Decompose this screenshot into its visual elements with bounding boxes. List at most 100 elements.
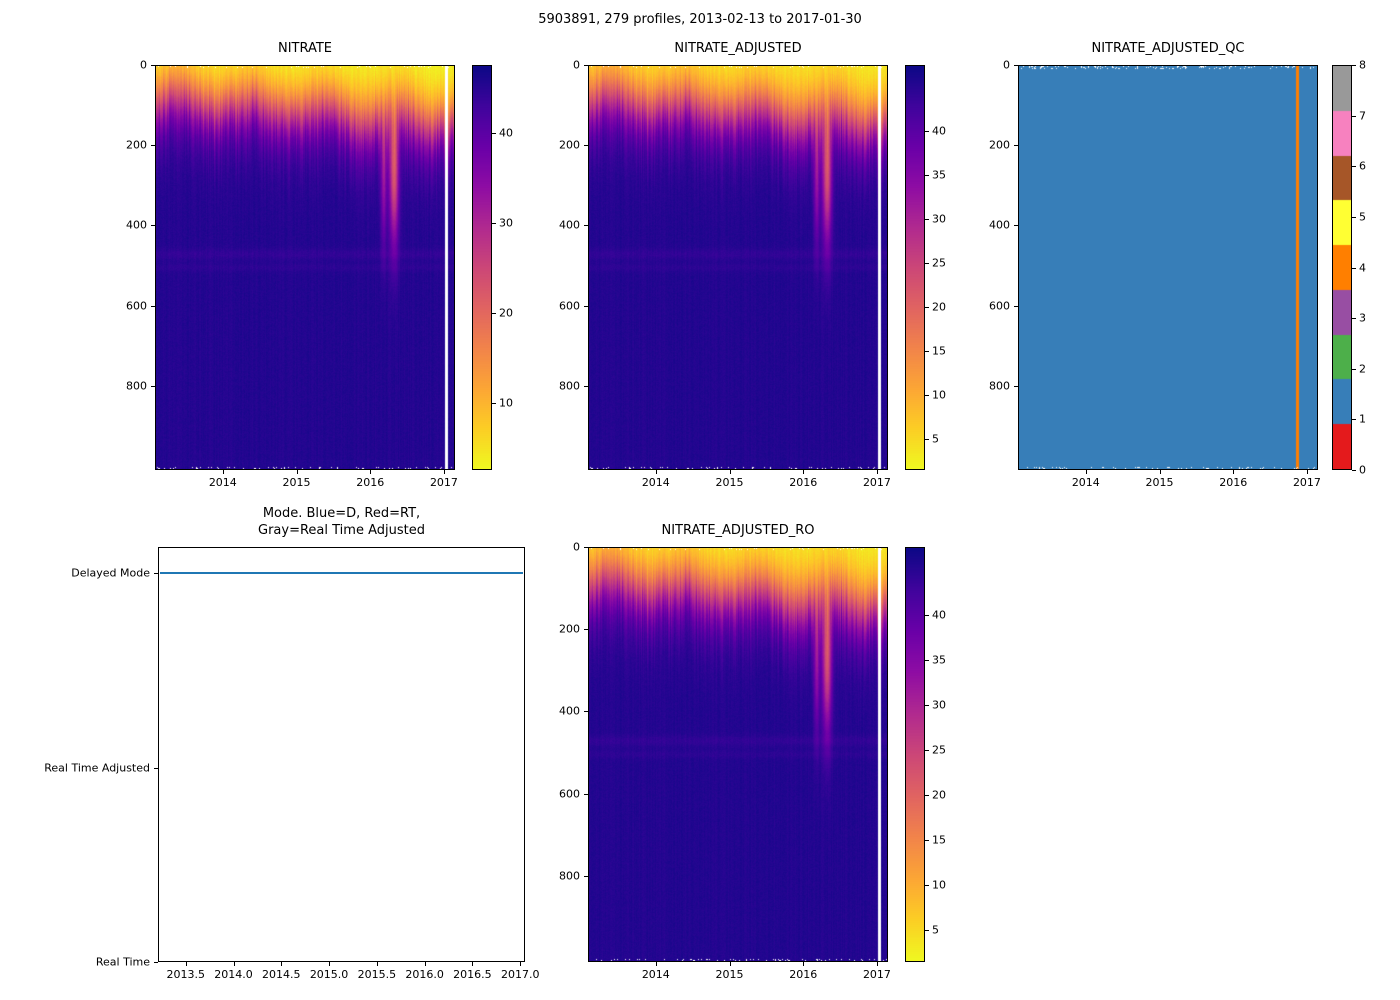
colorbar-tick-label: 4 — [1359, 261, 1366, 274]
colorbar-tick-label: 15 — [932, 344, 946, 358]
colorbar-tick-label: 6 — [1359, 159, 1366, 173]
nitrate-adjusted-qc-canvas — [1019, 66, 1317, 469]
x-tick-label: 2017 — [429, 476, 458, 489]
mode-title-line1: Mode. Blue=D, Red=RT, — [262, 506, 421, 521]
colorbar-tick-label: 20 — [932, 300, 946, 314]
tick-mark — [233, 962, 235, 966]
tick-mark — [154, 768, 158, 770]
delayed-mode-line — [160, 572, 523, 574]
tick-mark — [1352, 115, 1356, 117]
nitrate-adjusted-qc-axes — [1018, 65, 1318, 470]
nitrate-colorbar — [472, 65, 492, 470]
tick-mark — [925, 930, 929, 932]
tick-mark — [925, 307, 929, 309]
x-tick-label: 2016 — [789, 968, 818, 981]
tick-mark — [584, 875, 588, 877]
x-tick-label: 2016 — [1219, 476, 1248, 489]
nitrate-heatmap-canvas — [156, 66, 454, 469]
tick-mark — [492, 222, 496, 224]
y-tick-label: 800 — [559, 379, 580, 393]
subplot-title-nitrate-adjusted-ro: NITRATE_ADJUSTED_RO — [661, 523, 815, 538]
tick-mark — [1306, 470, 1308, 474]
colorbar-tick-label: 10 — [932, 388, 946, 402]
x-tick-label: 2015 — [1145, 476, 1174, 489]
subplot-title-nitrate-adjusted: NITRATE_ADJUSTED — [674, 41, 802, 56]
figure-title: 5903891, 279 profiles, 2013-02-13 to 201… — [538, 12, 862, 27]
mode-plot-axes — [158, 547, 525, 962]
tick-mark — [584, 65, 588, 66]
tick-mark — [876, 962, 878, 966]
y-tick-label: 800 — [126, 379, 147, 393]
x-tick-label: 2016.0 — [405, 968, 444, 981]
tick-mark — [296, 470, 298, 474]
tick-mark — [925, 219, 929, 221]
y-tick-label: 0 — [573, 540, 580, 554]
nitrate-heatmap-axes — [155, 65, 455, 470]
tick-mark — [584, 793, 588, 795]
colorbar-tick-label: 15 — [932, 833, 946, 847]
tick-mark — [185, 962, 187, 966]
x-tick-label: 2014 — [208, 476, 237, 489]
tick-mark — [925, 175, 929, 177]
tick-mark — [370, 470, 372, 474]
tick-mark — [584, 305, 588, 307]
colorbar-tick-label: 30 — [499, 216, 513, 229]
colorbar-tick-label: 30 — [932, 698, 946, 712]
tick-mark — [1352, 470, 1356, 471]
y-tick-label: 400 — [559, 704, 580, 718]
y-tick-label: 0 — [1003, 58, 1010, 72]
tick-mark — [1085, 470, 1087, 474]
tick-mark — [151, 225, 155, 227]
nitrate-adjusted-heatmap-axes — [588, 65, 888, 470]
tick-mark — [584, 711, 588, 713]
nitrate-adjusted-heatmap-canvas — [589, 66, 887, 469]
x-tick-label: 2014 — [1071, 476, 1100, 489]
colorbar-tick-label: 20 — [499, 306, 513, 319]
tick-mark — [1014, 305, 1018, 307]
x-tick-label: 2014 — [641, 968, 670, 981]
tick-mark — [1014, 65, 1018, 66]
tick-mark — [151, 385, 155, 387]
tick-mark — [729, 470, 731, 474]
mode-title-line2: Gray=Real Time Adjusted — [258, 523, 425, 538]
x-tick-label: 2016 — [789, 476, 818, 489]
colorbar-tick-label: 8 — [1359, 58, 1366, 72]
tick-mark — [925, 659, 929, 661]
subplot-title-mode: Mode. Blue=D, Red=RT, Gray=Real Time Adju… — [158, 505, 525, 539]
tick-mark — [222, 470, 224, 474]
qc-flag-colorbar — [1332, 65, 1352, 470]
x-tick-label: 2014.0 — [214, 968, 253, 981]
x-tick-label: 2017 — [862, 968, 891, 981]
colorbar-tick-label: 0 — [1359, 463, 1366, 477]
tick-mark — [925, 395, 929, 397]
x-tick-label: 2017.0 — [500, 968, 540, 981]
colorbar-tick-label: 10 — [932, 878, 946, 892]
y-tick-label: 200 — [559, 138, 580, 152]
tick-mark — [1352, 419, 1356, 421]
tick-mark — [1352, 267, 1356, 269]
tick-mark — [1352, 166, 1356, 168]
colorbar-tick-label: 7 — [1359, 109, 1366, 123]
colorbar-tick-label: 20 — [932, 788, 946, 802]
y-tick-label: 800 — [989, 379, 1010, 393]
colorbar-tick-label: 35 — [932, 653, 946, 667]
tick-mark — [925, 351, 929, 353]
tick-mark — [925, 840, 929, 842]
colorbar-tick-label: 2 — [1359, 362, 1366, 376]
qc-flag-colorbar-canvas — [1333, 66, 1351, 469]
x-tick-label: 2016.5 — [453, 968, 492, 981]
nitrate-adjusted-colorbar — [905, 65, 925, 470]
x-tick-label: 2017 — [1292, 476, 1321, 489]
x-tick-label: 2015.5 — [357, 968, 397, 981]
x-tick-label: 2014.5 — [262, 968, 301, 981]
tick-mark — [584, 145, 588, 147]
nitrate-adjusted-colorbar-canvas — [906, 66, 924, 469]
tick-mark — [520, 962, 522, 966]
colorbar-tick-label: 25 — [932, 256, 946, 270]
tick-mark — [1352, 368, 1356, 370]
tick-mark — [925, 749, 929, 751]
tick-mark — [584, 385, 588, 387]
x-tick-label: 2015 — [282, 476, 311, 489]
colorbar-tick-label: 40 — [932, 124, 946, 138]
colorbar-tick-label: 1 — [1359, 412, 1366, 426]
